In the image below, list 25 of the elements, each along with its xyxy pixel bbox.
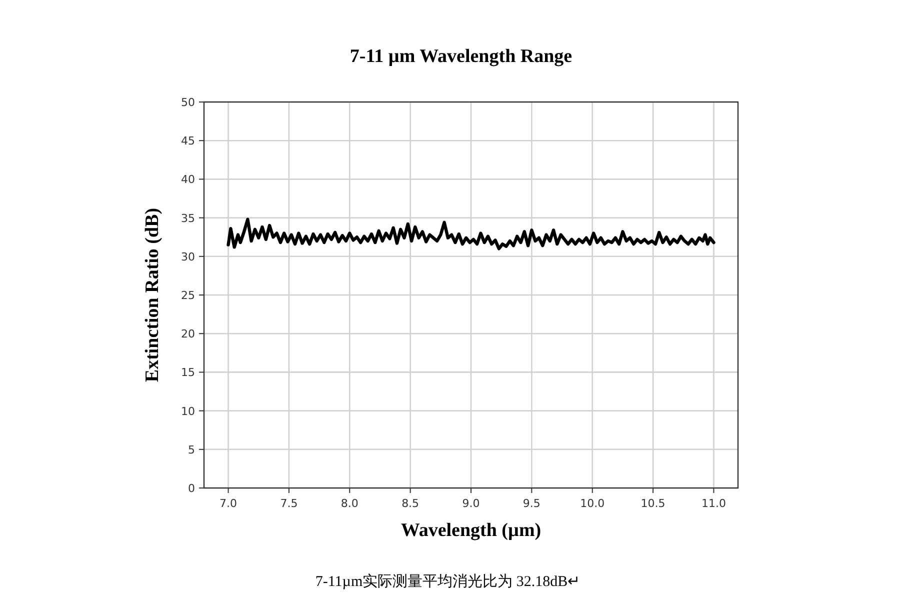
x-tick-label: 10.5 xyxy=(640,497,666,510)
y-tick-label: 45 xyxy=(181,134,195,148)
line-series xyxy=(226,218,716,250)
text: 7-11µm实际测量平均消光比为 32.18dB↵ xyxy=(315,573,581,590)
x-axis-title: Wavelength (µm) xyxy=(400,520,542,541)
y-tick-label: 0 xyxy=(188,482,195,495)
x-tick-label: 11.0 xyxy=(701,497,726,510)
y-axis-title: Extinction Ratio (dB) xyxy=(142,208,163,382)
x-tick-label: 7.0 xyxy=(220,497,238,510)
y-tick-label: 20 xyxy=(181,328,195,341)
y-tick-label: 50 xyxy=(181,96,195,109)
y-tick-label: 30 xyxy=(181,250,195,264)
y-tick-label: 40 xyxy=(181,173,195,186)
y-tick-label: 10 xyxy=(181,404,195,418)
x-tick-label: 10.0 xyxy=(580,497,605,510)
x-tick-label: 9.5 xyxy=(522,497,540,510)
y-tick-label: 5 xyxy=(188,443,195,456)
y-tick-label: 15 xyxy=(181,366,195,380)
y-tick-label: 25 xyxy=(181,289,195,302)
x-tick-label: 9.0 xyxy=(462,497,480,510)
chart-title: 7-11 µm Wavelength Range xyxy=(350,46,572,67)
x-tick-label: 8.0 xyxy=(340,497,358,510)
x-tick-label: 8.5 xyxy=(402,497,420,510)
y-tick-label: 35 xyxy=(181,212,195,225)
x-tick-label: 7.5 xyxy=(280,497,298,510)
